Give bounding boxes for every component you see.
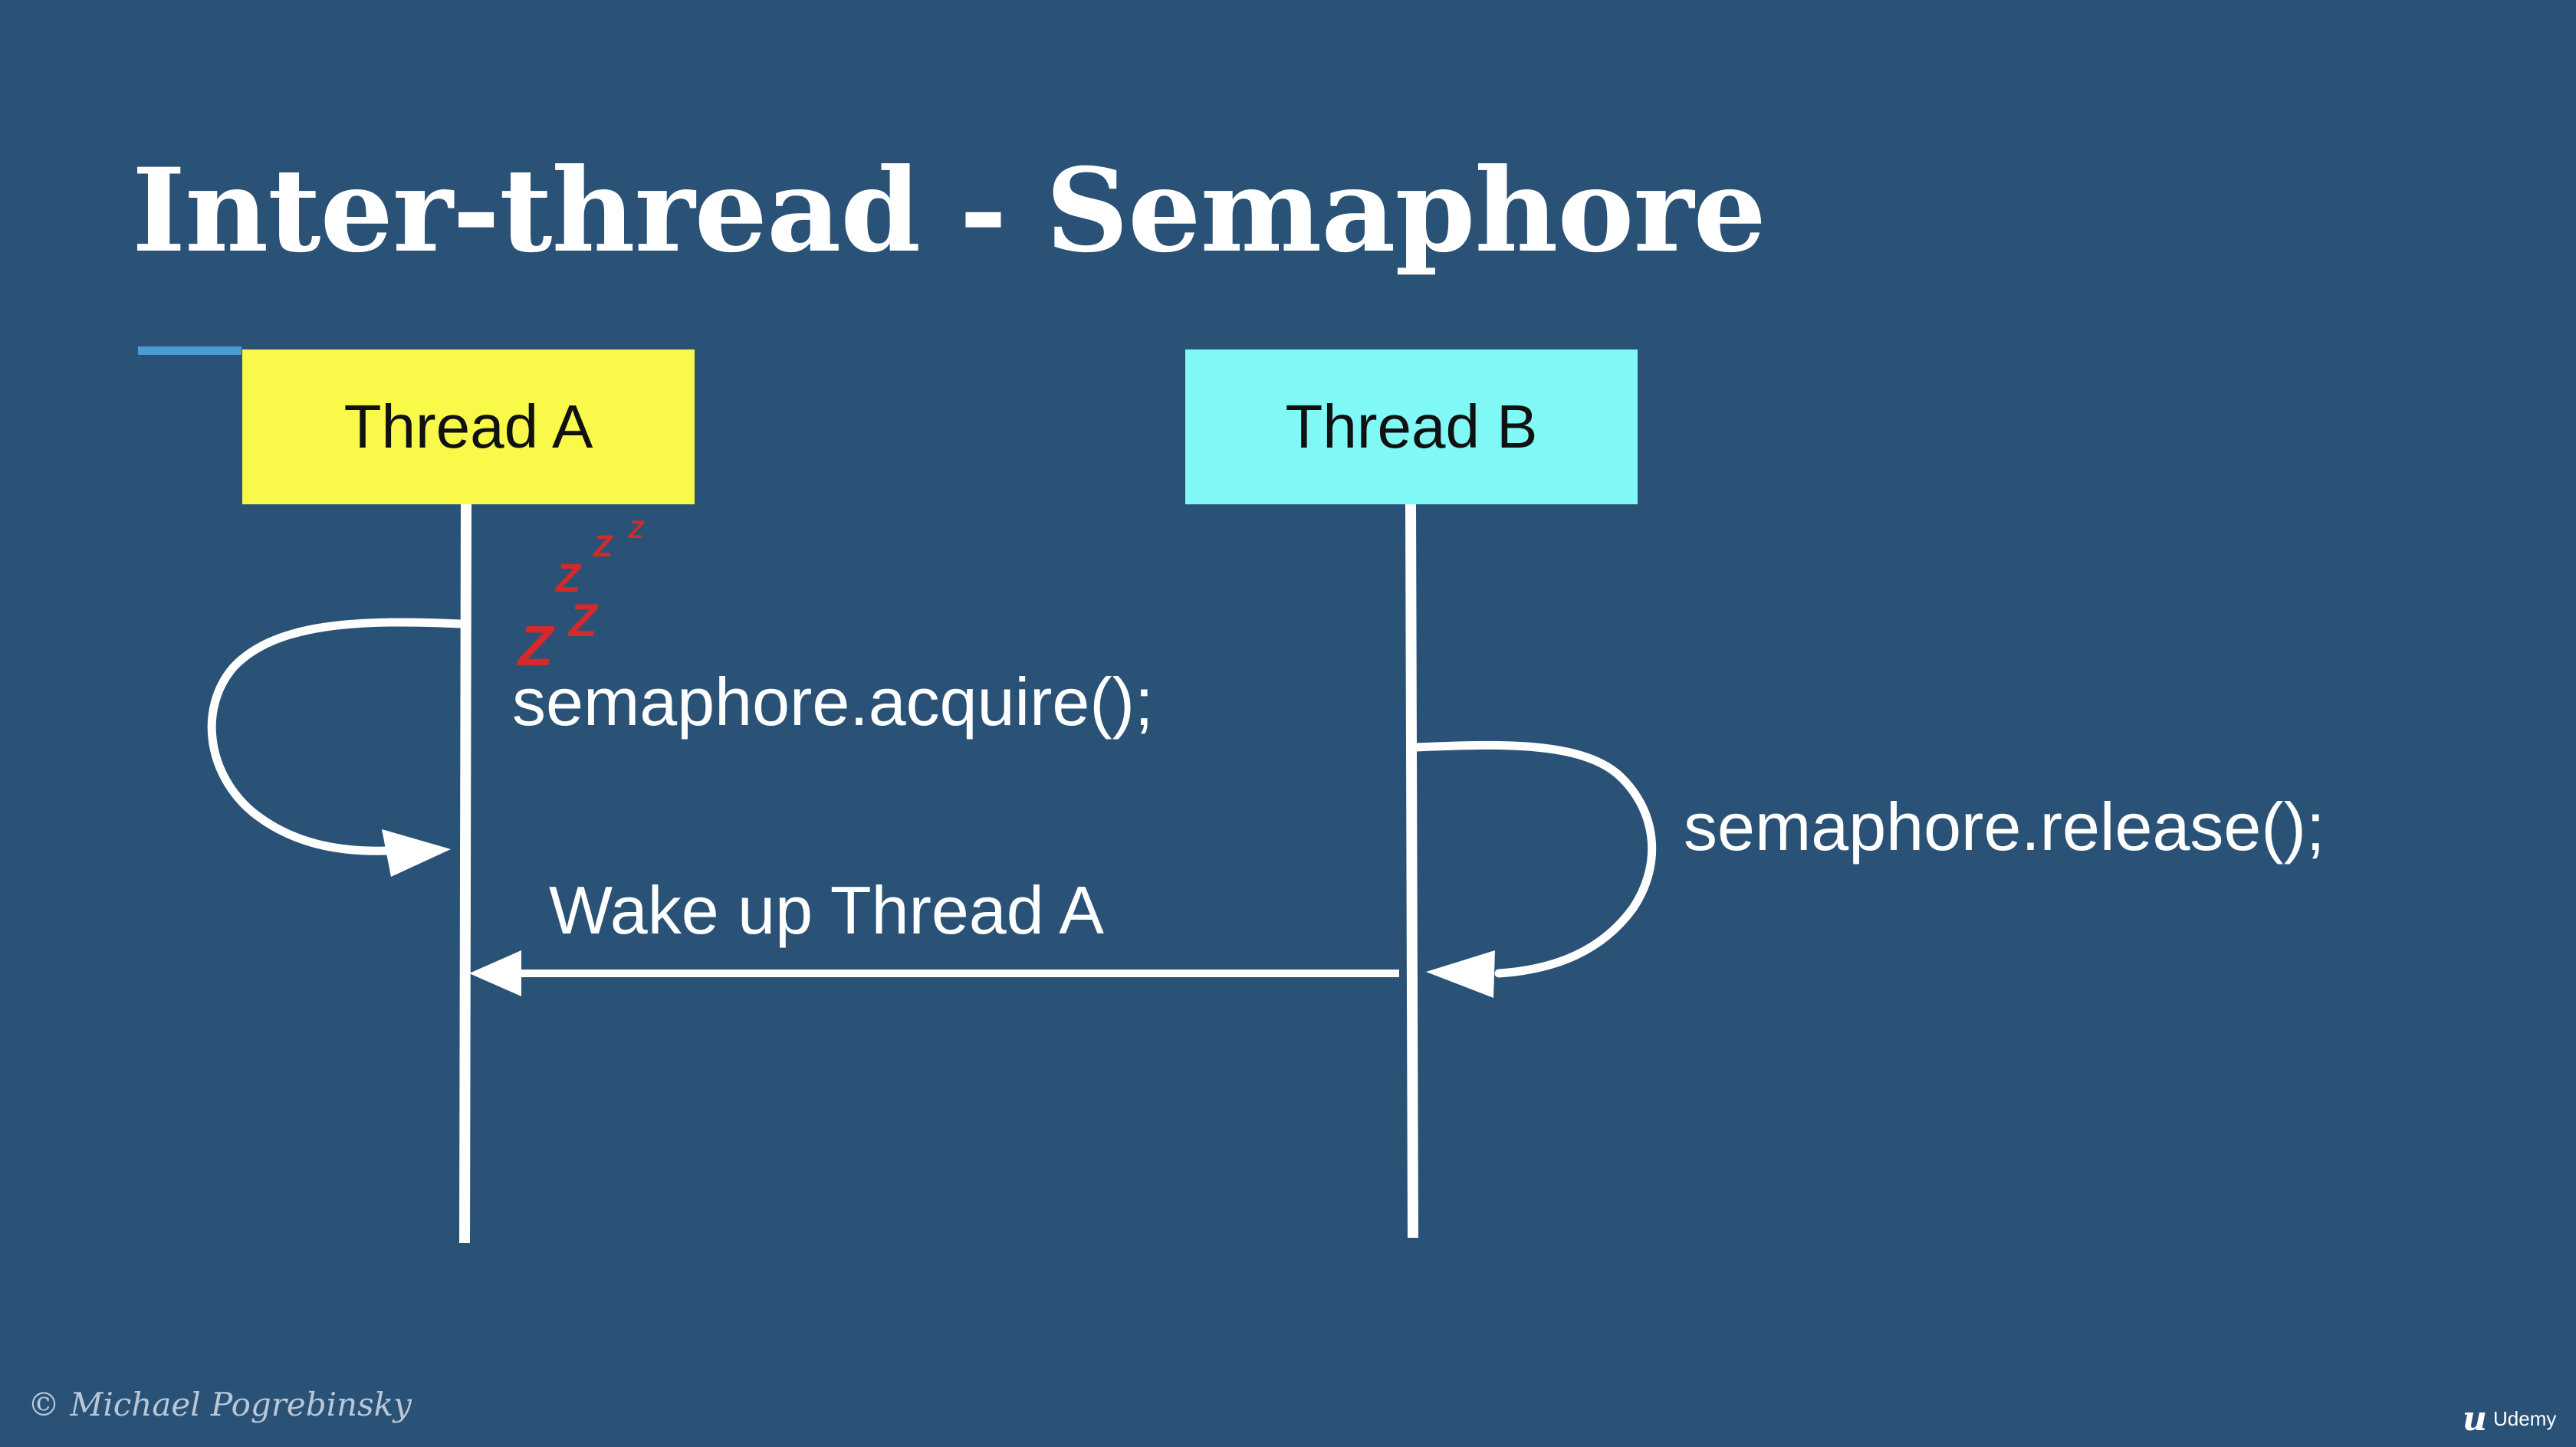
acquire-arrowhead <box>382 829 451 877</box>
thread-a-label: Thread A <box>343 392 593 461</box>
release-loop-arrow <box>1411 740 1657 978</box>
title-accent-bar <box>138 346 242 355</box>
svg-text:Z: Z <box>593 530 613 563</box>
wake-arrowhead <box>469 950 521 996</box>
sleep-zzz-icon: Z Z Z Z Z <box>517 516 645 678</box>
svg-text:Z: Z <box>554 556 582 601</box>
thread-a-lifeline <box>459 504 472 1244</box>
svg-text:Z: Z <box>628 516 645 543</box>
thread-b-lifeline <box>1405 504 1418 1239</box>
slide-title: Inter-thread - Semaphore <box>132 143 1766 278</box>
acquire-loop-arrow <box>207 618 466 855</box>
thread-b-box: Thread B <box>1185 349 1638 504</box>
release-arrowhead <box>1426 950 1495 998</box>
acquire-call-label: semaphore.acquire(); <box>512 664 1154 740</box>
udemy-brand-label: Udemy <box>2493 1407 2557 1430</box>
udemy-logo-icon: u <box>2463 1399 2487 1439</box>
udemy-brand: u Udemy <box>2463 1399 2556 1439</box>
thread-a-box: Thread A <box>242 349 695 504</box>
svg-text:Z: Z <box>517 614 555 678</box>
svg-text:Z: Z <box>567 595 599 646</box>
release-call-label: semaphore.release(); <box>1684 789 2325 865</box>
thread-b-label: Thread B <box>1285 392 1538 461</box>
wake-message-label: Wake up Thread A <box>549 872 1104 948</box>
copyright-text: © Michael Pogrebinsky <box>28 1386 412 1423</box>
